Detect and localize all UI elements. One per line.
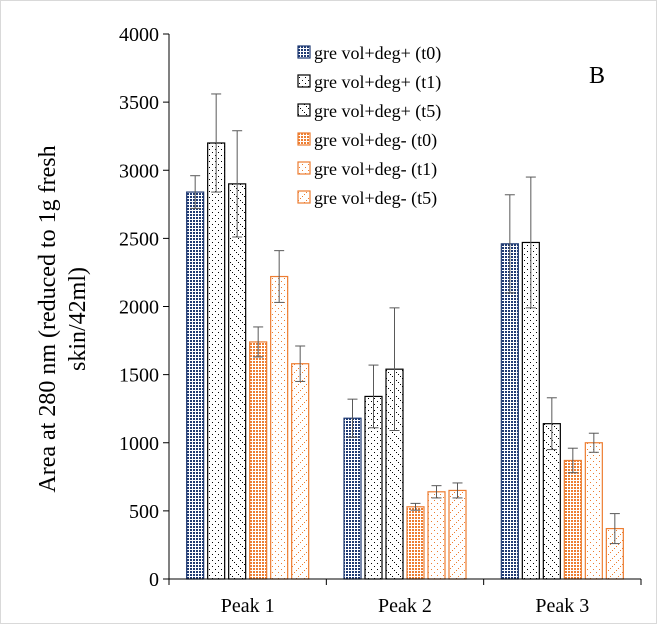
legend-item: gre vol+deg+ (t1) [297, 72, 441, 93]
legend-swatch [297, 132, 311, 146]
y-tick-label: 3000 [119, 160, 159, 182]
bar [406, 506, 425, 580]
legend-label: gre vol+deg- (t0) [314, 130, 437, 151]
x-tick-label: Peak 2 [378, 595, 432, 617]
y-tick-label: 1000 [119, 433, 159, 455]
bar [270, 275, 289, 580]
legend: gre vol+deg+ (t0) gre vol+deg+ (t1) gre vo… [297, 43, 441, 209]
x-axis: Peak 1 Peak 2 Peak 3 [168, 578, 642, 617]
x-tick-label: Peak 3 [535, 595, 589, 617]
legend-swatch [297, 161, 311, 175]
bar [448, 489, 467, 580]
y-axis: 0 500 1000 1500 2000 2500 3000 3500 4000 [119, 24, 170, 591]
y-axis-label-line-1: Area at 280 nm (reduced to 1g fresh [35, 145, 61, 492]
legend-swatch [297, 45, 311, 59]
legend-item: gre vol+deg- (t1) [297, 159, 437, 180]
legend-swatch [297, 190, 311, 204]
legend-item: gre vol+deg+ (t0) [297, 43, 441, 64]
bar [291, 363, 310, 580]
bar [563, 459, 582, 580]
y-tick-label: 3500 [119, 92, 159, 114]
legend-swatch [297, 103, 311, 117]
legend-item: gre vol+deg- (t0) [297, 130, 437, 151]
bar [343, 417, 362, 580]
bar [584, 442, 603, 580]
bar [186, 191, 205, 580]
y-tick-label: 2500 [119, 228, 159, 250]
legend-label: gre vol+deg+ (t5) [314, 101, 441, 122]
y-axis-label: Area at 280 nm (reduced to 1g fresh skin… [35, 145, 91, 492]
y-axis-label-line-2: skin/42ml) [65, 267, 91, 371]
y-tick-label: 4000 [119, 24, 159, 46]
bars [186, 142, 624, 580]
bar [500, 243, 519, 580]
bar [249, 341, 268, 580]
legend-item: gre vol+deg+ (t5) [297, 101, 441, 122]
y-tick-label: 2000 [119, 297, 159, 319]
legend-label: gre vol+deg- (t1) [314, 159, 437, 180]
legend-label: gre vol+deg+ (t1) [314, 72, 441, 93]
y-tick-label: 1500 [119, 365, 159, 387]
bar [207, 142, 226, 580]
error-bars [190, 93, 620, 545]
panel-label: B [589, 63, 605, 89]
x-tick-label: Peak 1 [221, 595, 275, 617]
y-tick-label: 0 [149, 569, 159, 591]
legend-item: gre vol+deg- (t5) [297, 188, 437, 209]
bar [228, 183, 247, 580]
y-tick-label: 500 [129, 501, 159, 523]
legend-label: gre vol+deg+ (t0) [314, 43, 441, 64]
legend-label: gre vol+deg- (t5) [314, 188, 437, 209]
legend-swatch [297, 74, 311, 88]
bar [427, 491, 446, 580]
